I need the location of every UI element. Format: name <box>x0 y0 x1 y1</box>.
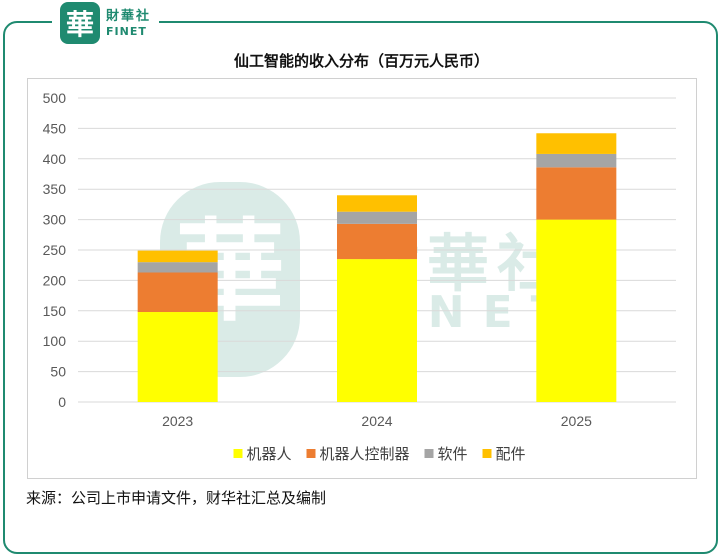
chart-title: 仙工智能的收入分布（百万元人民币） <box>233 52 489 70</box>
bar-2023-series-0 <box>137 312 218 402</box>
bar-2024-series-0 <box>337 259 417 402</box>
y-tick-label: 0 <box>58 394 66 410</box>
logo-mark: 華 <box>60 2 100 44</box>
bar-2023-series-3 <box>137 250 218 263</box>
bar-2024-series-2 <box>337 211 417 224</box>
bar-2025-series-0 <box>536 219 617 402</box>
y-tick-label: 500 <box>43 90 67 106</box>
y-tick-label: 200 <box>43 272 67 288</box>
x-tick-label: 2025 <box>561 413 592 429</box>
y-tick-label: 400 <box>43 151 67 167</box>
bar-2025-series-2 <box>536 153 617 168</box>
legend-swatch-3 <box>482 449 492 458</box>
y-tick-label: 300 <box>43 212 67 228</box>
y-tick-label: 150 <box>43 303 67 319</box>
y-tick-label: 450 <box>43 120 67 136</box>
logo-en: FINET <box>106 24 147 38</box>
legend-swatch-1 <box>306 449 316 458</box>
legend-swatch-0 <box>233 449 243 458</box>
logo-cn: 財華社 <box>106 8 152 24</box>
legend-label-2: 软件 <box>438 445 468 463</box>
bar-2025-series-3 <box>536 133 617 154</box>
y-tick-label: 50 <box>50 364 66 380</box>
logo-text: 財華社 FINET <box>106 10 151 37</box>
bar-2023-series-2 <box>137 262 218 273</box>
y-tick-label: 350 <box>43 181 67 197</box>
legend-swatch-2 <box>424 449 434 458</box>
x-tick-label: 2023 <box>162 413 193 429</box>
x-tick-label: 2024 <box>361 413 392 429</box>
bar-2023-series-1 <box>137 272 218 313</box>
finet-logo: 華 財華社 FINET <box>52 0 160 46</box>
bar-2024-series-1 <box>337 223 417 260</box>
legend-label-1: 机器人控制器 <box>320 445 410 463</box>
y-tick-label: 100 <box>43 333 67 349</box>
bar-2025-series-1 <box>536 167 617 220</box>
legend-label-3: 配件 <box>496 445 526 463</box>
bar-2024-series-3 <box>337 195 417 212</box>
y-tick-label: 250 <box>43 242 67 258</box>
source-note: 来源：公司上市申请文件，财华社汇总及编制 <box>26 489 327 507</box>
legend-label-0: 机器人 <box>247 445 292 463</box>
